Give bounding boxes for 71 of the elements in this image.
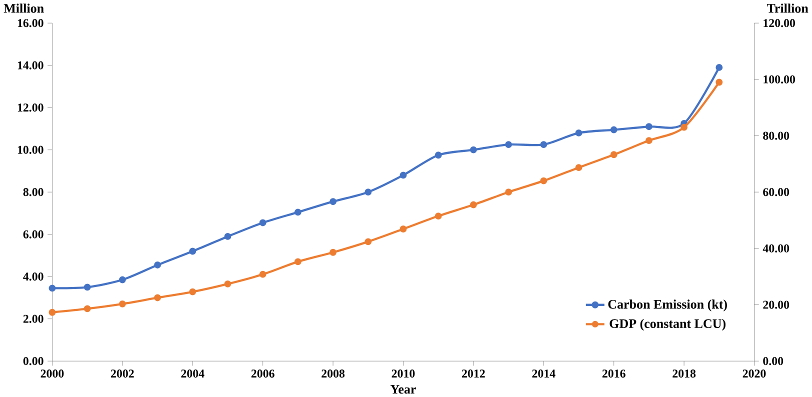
point (154, 294, 161, 302)
point (364, 238, 372, 245)
point (224, 232, 232, 240)
point (84, 305, 91, 312)
y-tick-label: 14.00 (18, 61, 44, 70)
x-tick-label: 2012 (462, 369, 485, 378)
point (575, 129, 582, 136)
x-tick-label: 2016 (602, 369, 626, 378)
point (610, 126, 618, 134)
point (680, 124, 688, 131)
point (48, 308, 56, 316)
point (716, 64, 723, 71)
y2-tick-label: 20.00 (763, 300, 790, 309)
point (189, 248, 196, 255)
legend-label: GDP (constant LCU) (610, 318, 726, 331)
legend-label: Carbon Emission (kt) (608, 299, 727, 312)
point (434, 152, 442, 158)
point (364, 188, 372, 196)
x-tick-label: 2014 (532, 369, 556, 378)
point (84, 284, 91, 290)
point (330, 198, 337, 205)
y-tick-label: 8.00 (23, 188, 44, 196)
point (434, 212, 442, 220)
x-axis-title: Year (390, 384, 416, 394)
point (154, 261, 161, 268)
y-tick-label: 2.00 (23, 314, 44, 323)
y-tick-label: 0.00 (23, 356, 44, 366)
point (610, 151, 618, 158)
x-tick-label: 2008 (322, 369, 345, 378)
y-tick-label: 12.00 (18, 103, 44, 112)
point (330, 248, 337, 256)
point (575, 164, 582, 171)
x-tick-label: 2004 (181, 369, 204, 378)
point (400, 225, 407, 232)
point (118, 276, 126, 284)
point (505, 188, 512, 196)
point (294, 258, 302, 265)
point (540, 177, 548, 184)
y2-tick-label: 100.00 (764, 75, 796, 84)
point (505, 140, 512, 148)
point (400, 172, 407, 179)
point (259, 270, 266, 278)
y2-tick-label: 40.00 (762, 244, 790, 252)
point (294, 208, 302, 216)
point (224, 280, 232, 288)
point (259, 219, 266, 226)
x-tick-label: 2002 (111, 369, 134, 378)
point (118, 300, 126, 308)
x-tick-label: 2000 (40, 369, 64, 378)
x-tick-label: 2006 (251, 369, 274, 378)
y-tick-label: 16.00 (18, 18, 44, 27)
y2-tick-label: 0.00 (763, 356, 784, 366)
y2-tick-label: 120.00 (764, 18, 796, 27)
point (48, 284, 56, 292)
y2-axis-title: Trillion (766, 3, 808, 13)
point (470, 146, 477, 154)
y-axis-title: Million (4, 3, 44, 13)
y-tick-label: 6.00 (23, 230, 44, 238)
y-tick-label: 10.00 (18, 146, 44, 154)
point (540, 140, 548, 148)
point (645, 136, 652, 144)
point (189, 288, 196, 296)
x-tick-label: 2018 (672, 369, 696, 378)
y-tick-label: 4.00 (23, 272, 44, 281)
y2-tick-label: 80.00 (763, 132, 790, 140)
point (470, 201, 477, 208)
point (645, 122, 652, 130)
x-tick-label: 2020 (742, 369, 766, 378)
y2-tick-label: 60.00 (763, 188, 790, 196)
point (716, 78, 723, 86)
x-tick-label: 2010 (392, 369, 415, 378)
